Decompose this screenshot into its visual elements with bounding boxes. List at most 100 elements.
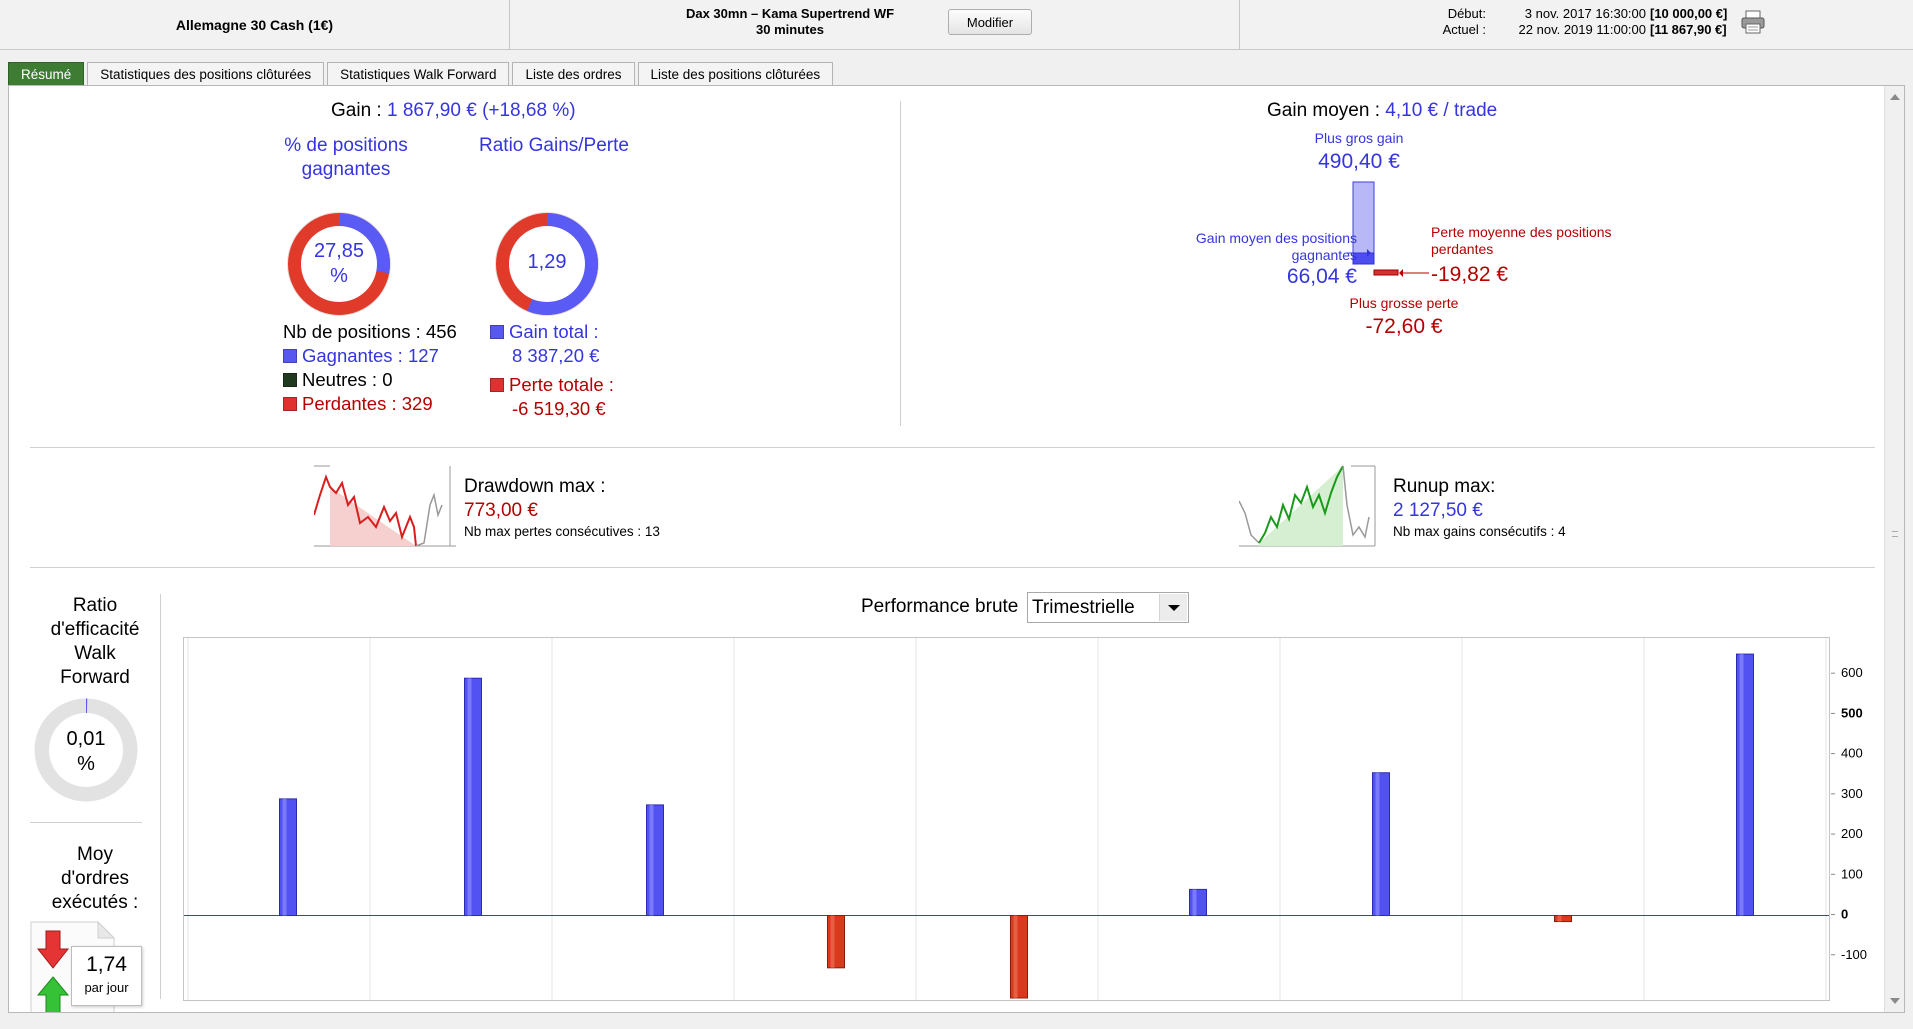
neutral-value: 0	[382, 369, 393, 390]
chart-bar[interactable]	[1554, 915, 1572, 923]
tab-order-list[interactable]: Liste des ordres	[512, 62, 635, 86]
runup-consecutive: Nb max gains consécutifs : 4	[1393, 524, 1566, 539]
tab-summary[interactable]: Résumé	[8, 62, 85, 86]
chart-y-tick-label: 100	[1841, 866, 1863, 881]
modify-button[interactable]: Modifier	[948, 9, 1032, 35]
divider-2	[30, 567, 1875, 568]
pct-winning-title: % de positions gagnantes	[284, 135, 408, 180]
chart-bar[interactable]	[646, 804, 664, 917]
chart-y-tick-label: 500	[1841, 705, 1863, 720]
total-gain-value: 8 387,20 €	[512, 345, 600, 366]
avg-orders-title-line1: Moy	[77, 844, 113, 865]
chart-bar[interactable]	[1736, 653, 1754, 917]
winning-value: 127	[407, 345, 439, 366]
wf-ratio-title: Ratio d'efficacité Walk Forward	[31, 594, 159, 690]
gain-row: Gain : 1 867,90 € (+18,68 %)	[331, 100, 576, 122]
chart-bar[interactable]	[827, 915, 845, 969]
ratio-donut	[495, 212, 599, 316]
divider-left-vertical	[160, 594, 161, 999]
winning-label: Gagnantes :	[302, 345, 408, 366]
scroll-down-icon[interactable]	[1890, 998, 1900, 1004]
chart-bar[interactable]	[1189, 888, 1207, 917]
drawdown-value: 773,00 €	[464, 500, 538, 521]
biggest-loss-label: Plus grosse perte	[1349, 295, 1459, 311]
biggest-gain-value: 490,40 €	[1318, 150, 1400, 173]
arrow-left-icon	[1399, 269, 1429, 277]
instrument-section: Allemagne 30 Cash (1€)	[0, 0, 510, 50]
performance-chart-svg	[184, 638, 1829, 1000]
avg-gain-label: Gain moyen :	[1267, 100, 1386, 121]
winning-count: Gagnantes : 127	[283, 345, 439, 367]
wf-ratio-title-line4: Forward	[60, 667, 130, 688]
status-strip	[0, 1013, 1913, 1029]
total-loss-label: Perte totale :	[509, 374, 614, 395]
avg-orders-box: 1,74 par jour	[71, 946, 142, 1006]
neutral-count: Neutres : 0	[283, 369, 393, 391]
chart-bar[interactable]	[464, 677, 482, 917]
avg-orders-title-line3: exécutés :	[51, 892, 139, 913]
pct-winning-donut	[287, 212, 391, 316]
total-loss-swatch	[490, 378, 504, 392]
chart-y-tick-label: 0	[1841, 907, 1848, 922]
wf-ratio-gauge	[34, 698, 138, 802]
instrument-name: Allemagne 30 Cash (1€)	[175, 17, 334, 33]
avg-orders-title-line2: d'ordres	[60, 868, 130, 889]
wf-ratio-title-line3: Walk	[74, 643, 116, 664]
current-capital: [11 867,90 €]	[1650, 22, 1727, 37]
current-label: Actuel :	[1442, 22, 1486, 37]
drawdown-label: Drawdown max :	[464, 476, 606, 497]
total-loss-value: -6 519,30 €	[512, 398, 606, 419]
nb-positions-label: Nb de positions :	[283, 321, 426, 342]
performance-chart	[183, 637, 1830, 1001]
section-divider	[900, 101, 901, 426]
avg-losing-label-line1: Perte moyenne des positions	[1431, 224, 1612, 240]
avg-gain-loss-diagram	[1352, 181, 1399, 276]
avg-winning-label: Gain moyen des positions gagnantes	[1179, 230, 1357, 264]
chart-bar[interactable]	[279, 798, 297, 917]
chart-bar[interactable]	[1372, 772, 1390, 917]
arrow-right-icon	[1347, 249, 1371, 257]
start-capital: [10 000,00 €]	[1650, 6, 1728, 21]
period-select[interactable]: Trimestrielle	[1027, 592, 1189, 623]
scroll-up-icon[interactable]	[1890, 94, 1900, 100]
gain-value: 1 867,90 € (+18,68 %)	[386, 100, 576, 121]
biggest-gain-label: Plus gros gain	[1314, 130, 1404, 146]
nb-positions-value: 456	[425, 321, 457, 342]
drawdown-chart-icon	[314, 465, 456, 547]
tab-walk-forward-stats[interactable]: Statistiques Walk Forward	[327, 62, 510, 86]
ratio-value: 1,29	[527, 251, 567, 273]
avg-orders-unit: par jour	[84, 980, 129, 995]
chart-y-tick-label: 600	[1841, 665, 1863, 680]
avg-gain-row: Gain moyen : 4,10 € / trade	[1267, 100, 1497, 122]
chevron-down-icon[interactable]	[1159, 594, 1187, 621]
start-label: Début:	[1447, 6, 1486, 21]
tab-closed-position-list[interactable]: Liste des positions clôturées	[637, 62, 834, 86]
wf-ratio-unit: %	[77, 753, 95, 775]
strategy-name: Dax 30mn – Kama Supertrend WF	[685, 6, 895, 21]
period-select-value: Trimestrielle	[1032, 596, 1135, 618]
chart-bar[interactable]	[1010, 915, 1028, 999]
losing-label: Perdantes :	[302, 393, 402, 414]
scroll-grip-icon[interactable]	[1892, 531, 1898, 537]
avg-winning-label-line1: Gain moyen des positions	[1195, 230, 1357, 246]
pct-winning-arc	[288, 213, 390, 315]
performance-y-axis: 600 500 400 300 200 100 0 -100	[1831, 665, 1867, 962]
wf-ratio-arc	[34, 698, 138, 802]
wf-ratio-number: 0,01	[66, 728, 106, 750]
total-gain-swatch	[490, 325, 504, 339]
printer-icon[interactable]	[1740, 10, 1766, 34]
chart-y-tick-label: 400	[1841, 746, 1863, 761]
neutral-label: Neutres :	[302, 369, 383, 390]
strategy-timeframe: 30 minutes	[756, 22, 824, 37]
chart-y-tick-label: 300	[1841, 786, 1863, 801]
losing-count: Perdantes : 329	[283, 393, 433, 415]
runup-chart-icon	[1239, 465, 1376, 547]
tab-closed-position-stats[interactable]: Statistiques des positions clôturées	[87, 62, 325, 86]
total-loss-row: Perte totale :	[490, 374, 614, 396]
performance-label: Performance brute	[861, 596, 1019, 617]
runup-value: 2 127,50 €	[1393, 500, 1483, 521]
losing-value: 329	[401, 393, 433, 414]
divider-left	[30, 822, 142, 823]
nb-positions: Nb de positions : 456	[283, 321, 457, 343]
vertical-scrollbar[interactable]	[1884, 86, 1904, 1012]
